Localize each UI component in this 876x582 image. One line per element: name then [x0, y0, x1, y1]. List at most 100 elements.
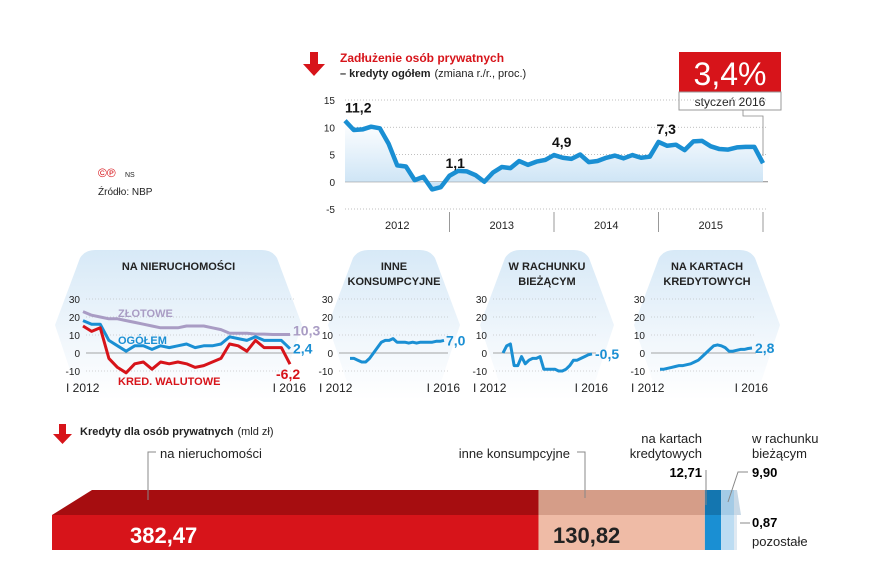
y-tick-label: 30 — [322, 295, 334, 306]
series-line — [350, 337, 445, 364]
highlight-badge: 3,4% styczeń 2016 — [678, 52, 782, 156]
y-tick-label: 20 — [69, 313, 81, 324]
panel-title: KONSUMPCYJNE — [348, 276, 441, 288]
category-label: kredytowych — [630, 446, 702, 461]
end-value-label: 2,8 — [755, 340, 775, 356]
y-tick-label: 5 — [329, 151, 335, 162]
series-label: KRED. WALUTOWE — [118, 376, 220, 388]
y-tick-label: 0 — [327, 349, 333, 360]
series-line — [343, 119, 765, 192]
arrow-down-icon — [53, 424, 72, 444]
panel-title: BIEŻĄCYM — [518, 275, 575, 288]
y-tick-label: 20 — [476, 313, 488, 324]
y-tick-label: 15 — [324, 96, 336, 107]
x-tick-label: I 2016 — [735, 381, 769, 395]
value-label: 382,47 — [130, 523, 197, 548]
x-tick-label: I 2016 — [427, 381, 461, 395]
highlight-value: 3,4% — [694, 56, 767, 92]
end-value-label: 10,3 — [293, 322, 320, 338]
series-line — [660, 343, 753, 371]
x-tick-label: 2013 — [490, 220, 514, 232]
bar-segment-2 — [538, 515, 705, 550]
subtitle-bold: – kredyty ogółem — [340, 68, 431, 80]
bar-segment-5 — [734, 515, 737, 550]
copyright-icon: ©℗ — [98, 166, 116, 180]
y-tick-label: 10 — [322, 331, 334, 342]
author: NS — [125, 172, 135, 179]
stacked-bar-chart: Kredyty dla osób prywatnych (mld zł) 382,4… — [52, 424, 818, 550]
series-line — [82, 324, 292, 375]
data-label: 7,3 — [657, 121, 677, 137]
panel-title: KREDYTOWYCH — [663, 276, 750, 288]
leader-line — [147, 451, 156, 500]
end-value-label: 2,4 — [293, 341, 313, 357]
arrow-down-icon — [303, 52, 325, 76]
category-label: w rachunku — [751, 431, 818, 446]
y-tick-label: -10 — [473, 367, 488, 378]
category-label: inne konsumpcyjne — [459, 446, 570, 461]
data-label: 4,9 — [552, 134, 572, 150]
y-tick-label: 10 — [69, 331, 81, 342]
panel-background — [55, 250, 302, 400]
category-label: bieżącym — [752, 446, 807, 461]
x-tick-label: 2015 — [699, 220, 723, 232]
bar-segment-top — [721, 490, 735, 515]
end-value-label: -6,2 — [276, 366, 300, 382]
bar-segment-3 — [704, 515, 722, 550]
y-tick-label: 10 — [476, 331, 488, 342]
x-tick-label: I 2012 — [473, 381, 507, 395]
source: Źródło: NBP — [98, 185, 153, 198]
category-label: na kartach — [641, 431, 702, 446]
main-chart-title: Zadłużenie osób prywatnych — [340, 51, 504, 65]
small-charts: NA NIERUCHOMOŚCI 30 20 10 0 -10 I 2012 I 2016 10… — [55, 250, 780, 400]
data-label: 11,2 — [345, 100, 372, 116]
small-chart-4: NA KARTACH KREDYTOWYCH 30 20 10 0 -10 I 2012 I 2… — [631, 250, 780, 400]
y-tick-label: -5 — [326, 205, 335, 216]
y-tick-label: 0 — [639, 349, 645, 360]
bar-chart-title: Kredyty dla osób prywatnych (mld zł) — [80, 426, 274, 438]
series-label: ZŁOTOWE — [118, 308, 173, 320]
highlight-date: styczeń 2016 — [695, 95, 766, 109]
small-chart-2: INNE KONSUMPCYJNE 30 20 10 0 -10 I 2012 I 2016 7,… — [319, 250, 466, 400]
bar-segment-top — [734, 490, 741, 515]
value-label: 130,82 — [553, 523, 620, 548]
y-tick-label: 10 — [324, 123, 336, 134]
bar-segment-top — [704, 490, 722, 515]
value-label: 0,87 — [752, 515, 777, 530]
y-tick-label: 0 — [481, 349, 487, 360]
panel-title: W RACHUNKU — [509, 261, 586, 273]
series-line — [82, 310, 290, 336]
panel-background — [634, 250, 780, 400]
leader-line — [727, 471, 748, 503]
panel-title: INNE — [381, 261, 407, 273]
bar-segment-1 — [52, 515, 539, 550]
y-tick-label: 0 — [74, 349, 80, 360]
bar-segment-top — [52, 490, 539, 515]
series-line — [82, 319, 292, 353]
y-tick-label: 10 — [634, 331, 646, 342]
y-tick-label: 20 — [634, 313, 646, 324]
bar-chart-unit: (mld zł) — [237, 426, 273, 438]
x-tick-label: I 2012 — [319, 381, 353, 395]
y-tick-label: 0 — [329, 178, 335, 189]
bar-segment-top — [538, 490, 705, 515]
x-tick-label: I 2012 — [66, 381, 100, 395]
y-tick-label: -10 — [66, 367, 81, 378]
x-tick-label: I 2012 — [631, 381, 665, 395]
x-tick-label: I 2016 — [575, 381, 609, 395]
category-label: na nieruchomości — [160, 446, 262, 461]
end-value-label: 7,0 — [446, 332, 466, 348]
y-tick-label: -10 — [631, 367, 646, 378]
small-chart-3: W RACHUNKU BIEŻĄCYM 30 20 10 0 -10 I 2012 I 2016… — [473, 250, 619, 400]
x-tick-label: I 2016 — [273, 381, 307, 395]
data-label: 1,1 — [446, 155, 466, 171]
y-tick-label: 30 — [69, 295, 81, 306]
panel-title: NA NIERUCHOMOŚCI — [122, 260, 235, 273]
y-tick-label: -10 — [319, 367, 334, 378]
end-value-label: -0,5 — [595, 346, 619, 362]
y-tick-label: 30 — [476, 295, 488, 306]
main-chart-subtitle: – kredyty ogółem (zmiana r./r., proc.) — [340, 68, 526, 80]
x-tick-label: 2012 — [385, 220, 409, 232]
value-label: 9,90 — [752, 465, 777, 480]
